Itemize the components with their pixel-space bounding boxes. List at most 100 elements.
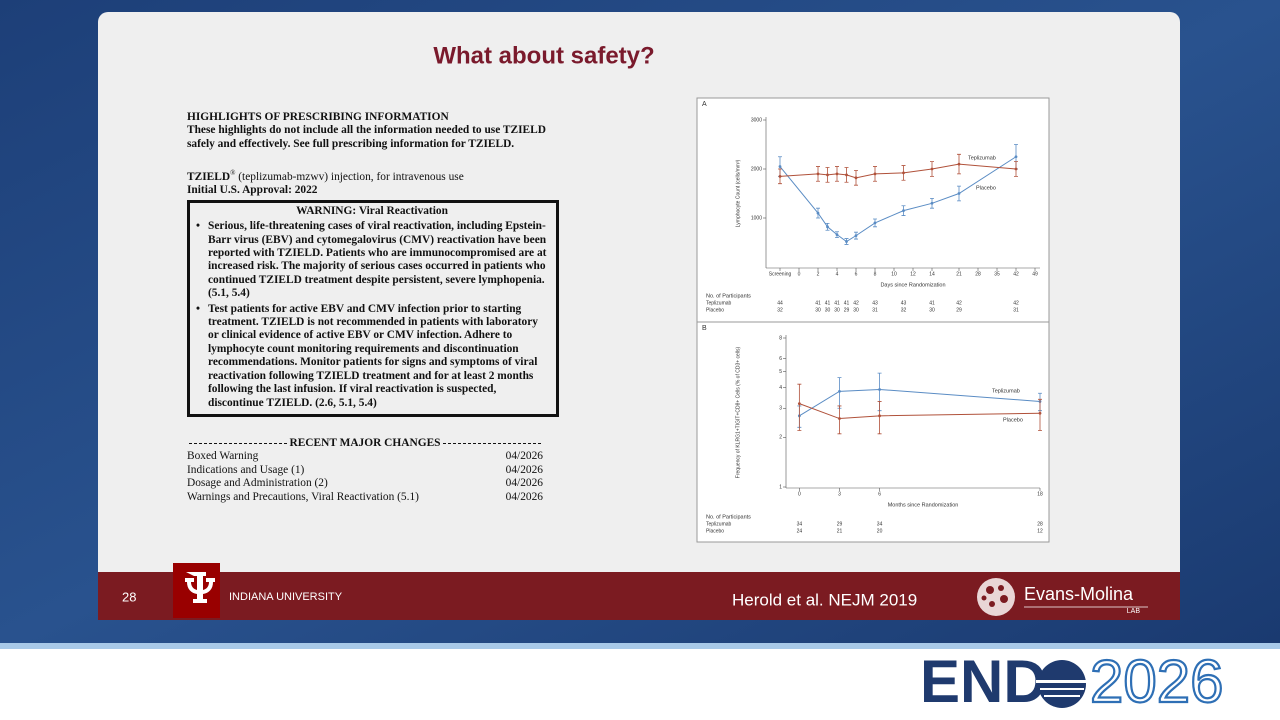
error-bar [877,401,882,435]
participant-count: 32 [901,307,907,313]
globe-band [1044,695,1080,697]
data-point [816,211,820,215]
participant-row-label: Placebo [706,307,724,313]
y-tick-label: 1 [779,484,782,490]
slide-title: What about safety? [433,42,654,69]
slide-number: 28 [122,589,136,604]
data-point [1038,411,1042,415]
series-label: Teplizumab [968,155,996,161]
data-point [930,201,934,205]
participant-count: 41 [844,300,850,306]
bullet-text: Test patients for active EBV and CMV inf… [208,302,539,409]
change-row: Dosage and Administration (2) 04/2026 [187,477,543,490]
warning-box: WARNING: Viral Reactivation • Serious, li… [187,199,559,417]
error-bar [797,383,802,431]
y-tick-label: 8 [779,335,782,341]
bullet-text: Serious, life-threatening cases of viral… [208,220,547,300]
change-section: Boxed Warning [187,450,259,463]
participant-count: 43 [872,300,878,306]
x-tick-label: 8 [874,271,877,277]
bullet-dot: • [196,302,200,315]
y-tick-label: 1000 [751,215,762,221]
y-tick-label: 2000 [751,166,762,172]
x-tick-label: Screening [769,271,792,277]
bullet-dot: • [196,220,200,233]
participant-count: 30 [853,307,859,313]
globe-band [1036,680,1088,683]
lab-logo-dot [998,585,1004,591]
participant-count: 44 [777,300,783,306]
citation: Herold et al. NEJM 2019 [732,590,917,609]
change-section: Dosage and Administration (2) [187,477,328,490]
participant-count: 30 [929,307,935,313]
stripe [0,643,1280,649]
dash-rule [189,443,288,445]
warning-bullet: • Test patients for active EBV and CMV in… [196,303,548,410]
y-tick-label: 3 [779,406,782,412]
lab-logo [977,578,1015,616]
participant-count: 29 [844,307,850,313]
change-date: 04/2026 [505,490,543,503]
data-point [797,402,801,406]
participant-count: 31 [872,307,878,313]
change-date: 04/2026 [505,477,543,490]
y-tick-label: 2 [779,435,782,441]
participant-count: 42 [1013,300,1019,306]
conference-globe [1036,660,1088,708]
data-point [838,389,841,393]
participants-title: No. of Participants [706,293,751,299]
globe [1038,660,1086,708]
drug-line: TZIELD® (teplizumab-mzwv) injection, for… [187,167,559,184]
data-point [845,240,848,243]
change-date: 04/2026 [505,463,543,476]
lab-logo-dot [986,586,994,594]
data-point [835,172,839,176]
x-tick-label: 6 [878,491,881,497]
change-row: Boxed Warning 04/2026 [187,450,543,463]
participant-count: 30 [834,307,840,313]
series-label: Placebo [976,185,996,191]
warning-bullet: • Serious, life-threatening cases of vira… [196,220,548,300]
participant-count: 30 [825,307,831,313]
lab-logo-circle [977,578,1015,616]
data-point [826,173,829,177]
participant-count: 24 [797,528,803,534]
data-point [838,417,841,420]
series-label: Placebo [1003,417,1023,423]
data-point [878,388,881,391]
change-row: Indications and Usage (1) 04/2026 [187,464,543,477]
data-point [854,234,858,238]
university: INDIANA UNIVERSITY [229,591,343,603]
x-tick-label: 0 [798,271,801,277]
y-axis-label: Lymphocyte Count (cells/mm³) [735,159,741,227]
changes-title: RECENT MAJOR CHANGES [289,436,441,449]
panel-letter: A [702,101,707,108]
y-tick-label: 4 [779,385,782,391]
y-axis-label: Frequency of KLRG1+TIGIT+CD8+ Cells (% o… [735,346,741,478]
panel-letter: B [702,325,707,332]
lab-sub: LAB [1127,608,1141,615]
changes-list: Boxed Warning 04/2026 Indications and Usag… [187,450,559,504]
data-point [873,221,877,225]
data-point [778,174,782,178]
change-section: Indications and Usage (1) [187,463,305,476]
data-point [1014,167,1018,171]
data-point [957,162,961,166]
data-point [930,167,934,171]
conference-brand: END [920,648,1047,715]
approval: Initial U.S. Approval: 2022 [187,184,318,197]
figure-frame [696,97,1050,543]
globe-band [1040,688,1084,690]
participant-count: 41 [929,300,935,306]
intro: These highlights do not include all the … [187,124,546,150]
data-point [845,173,848,177]
data-point [826,225,829,229]
drug-name: TZIELD [187,171,231,184]
participant-count: 42 [853,300,859,306]
drug-rest: (teplizumab-mzwv) injection, for intrave… [235,171,464,184]
participant-row-label: Placebo [706,528,724,534]
y-tick-label: 6 [779,356,782,362]
change-row: Warnings and Precautions, Viral Reactiva… [187,491,543,504]
